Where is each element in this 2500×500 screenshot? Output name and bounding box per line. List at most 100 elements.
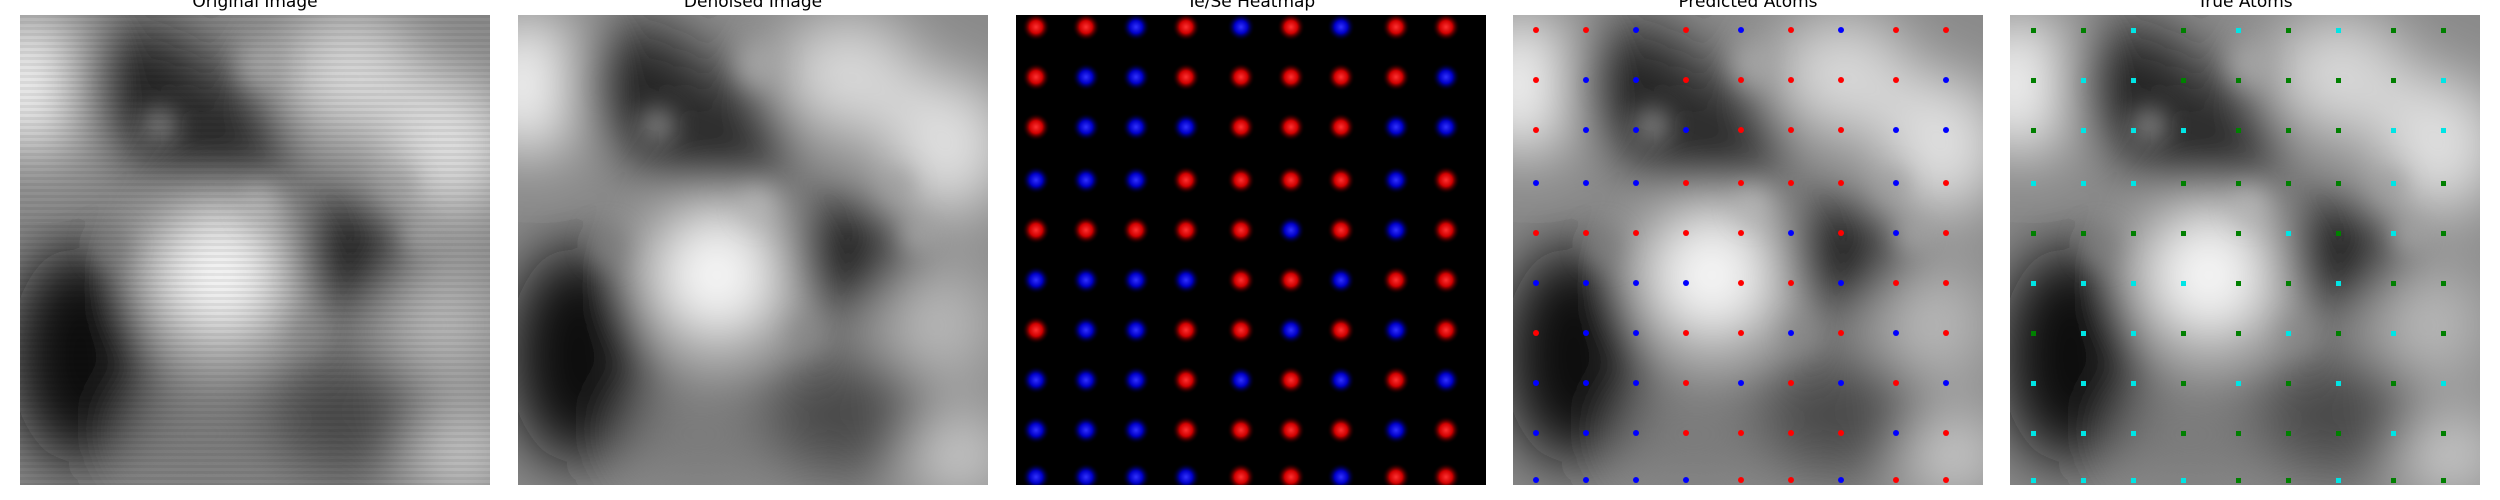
se-spot: [1382, 316, 1410, 344]
true-atom-a: [2286, 128, 2291, 133]
predicted-te-atom: [1738, 77, 1744, 83]
se-spot: [1382, 416, 1410, 444]
se-spot: [1022, 366, 1050, 394]
true-atom-a: [2286, 181, 2291, 186]
true-atom-b: [2131, 78, 2136, 83]
predicted-se-atom: [1788, 230, 1794, 236]
te-spot: [1277, 63, 1305, 91]
predicted-te-atom: [1788, 77, 1794, 83]
true-atom-b: [2236, 381, 2241, 386]
true-atom-a: [2286, 381, 2291, 386]
te-spot: [1227, 416, 1255, 444]
te-spot: [1172, 15, 1200, 41]
original-image: [20, 15, 490, 485]
se-spot: [1172, 463, 1200, 485]
te-spot: [1172, 416, 1200, 444]
true-atom-b: [2081, 431, 2086, 436]
predicted-te-atom: [1943, 430, 1949, 436]
te-spot: [1327, 216, 1355, 244]
se-spot: [1022, 416, 1050, 444]
te-spot: [1432, 316, 1460, 344]
predicted-se-atom: [1533, 477, 1539, 483]
se-spot: [1022, 266, 1050, 294]
te-spot: [1277, 266, 1305, 294]
se-spot: [1122, 113, 1150, 141]
te-spot: [1022, 316, 1050, 344]
true-atom-b: [2081, 281, 2086, 286]
panel-true-atoms: True Atoms: [2010, 0, 2480, 500]
true-atom-a: [2031, 28, 2036, 33]
true-atom-b: [2031, 181, 2036, 186]
predicted-se-atom: [1893, 430, 1899, 436]
true-atom-b: [2236, 28, 2241, 33]
predicted-te-atom: [1738, 230, 1744, 236]
true-atom-a: [2441, 478, 2446, 483]
predicted-te-atom: [1943, 27, 1949, 33]
predicted-te-atom: [1738, 180, 1744, 186]
true-atom-b: [2391, 128, 2396, 133]
predicted-te-atom: [1533, 330, 1539, 336]
te-spot: [1172, 316, 1200, 344]
te-spot: [1432, 266, 1460, 294]
predicted-se-atom: [1533, 380, 1539, 386]
panel-title: Predicted Atoms: [1678, 0, 1818, 12]
te-spot: [1072, 15, 1100, 41]
true-atom-b: [2391, 181, 2396, 186]
predicted-te-atom: [1893, 477, 1899, 483]
se-spot: [1172, 113, 1200, 141]
predicted-te-atom: [1683, 430, 1689, 436]
true-atom-a: [2031, 331, 2036, 336]
predicted-te-atom: [1738, 330, 1744, 336]
true-atom-b: [2391, 331, 2396, 336]
te-spot: [1122, 216, 1150, 244]
se-spot: [1072, 166, 1100, 194]
te-spot: [1327, 113, 1355, 141]
se-spot: [1432, 63, 1460, 91]
predicted-te-atom: [1683, 230, 1689, 236]
true-atom-a: [2236, 281, 2241, 286]
true-atoms-image: [2010, 15, 2480, 485]
predicted-se-atom: [1788, 330, 1794, 336]
predicted-se-atom: [1633, 477, 1639, 483]
se-spot: [1022, 166, 1050, 194]
true-atom-a: [2081, 231, 2086, 236]
predicted-te-atom: [1838, 430, 1844, 436]
predicted-se-atom: [1533, 280, 1539, 286]
panel-title: Denoised Image: [683, 0, 823, 12]
te-spot: [1227, 316, 1255, 344]
predicted-te-atom: [1683, 380, 1689, 386]
true-atom-a: [2391, 478, 2396, 483]
predicted-te-atom: [1943, 280, 1949, 286]
te-spot: [1432, 15, 1460, 41]
true-atom-b: [2081, 181, 2086, 186]
true-atom-a: [2441, 181, 2446, 186]
predicted-te-atom: [1683, 330, 1689, 336]
te-se-heatmap: [1016, 15, 1486, 485]
te-spot: [1277, 113, 1305, 141]
predicted-te-atom: [1943, 330, 1949, 336]
te-spot: [1382, 63, 1410, 91]
predicted-se-atom: [1683, 477, 1689, 483]
true-atom-b: [2131, 281, 2136, 286]
predicted-se-atom: [1893, 330, 1899, 336]
denoised-image: [518, 15, 988, 485]
true-atom-b: [2441, 128, 2446, 133]
true-atom-b: [2081, 381, 2086, 386]
predicted-te-atom: [1533, 27, 1539, 33]
te-spot: [1172, 366, 1200, 394]
se-spot: [1072, 113, 1100, 141]
se-spot: [1122, 416, 1150, 444]
te-spot: [1432, 416, 1460, 444]
true-atom-b: [2441, 78, 2446, 83]
te-spot: [1432, 166, 1460, 194]
predicted-se-atom: [1738, 380, 1744, 386]
predicted-te-atom: [1788, 477, 1794, 483]
predicted-se-atom: [1583, 380, 1589, 386]
true-atom-b: [2131, 181, 2136, 186]
te-spot: [1277, 463, 1305, 485]
te-spot: [1432, 463, 1460, 485]
true-atom-b: [2391, 431, 2396, 436]
predicted-se-atom: [1583, 477, 1589, 483]
predicted-se-atom: [1893, 180, 1899, 186]
true-atom-a: [2236, 331, 2241, 336]
